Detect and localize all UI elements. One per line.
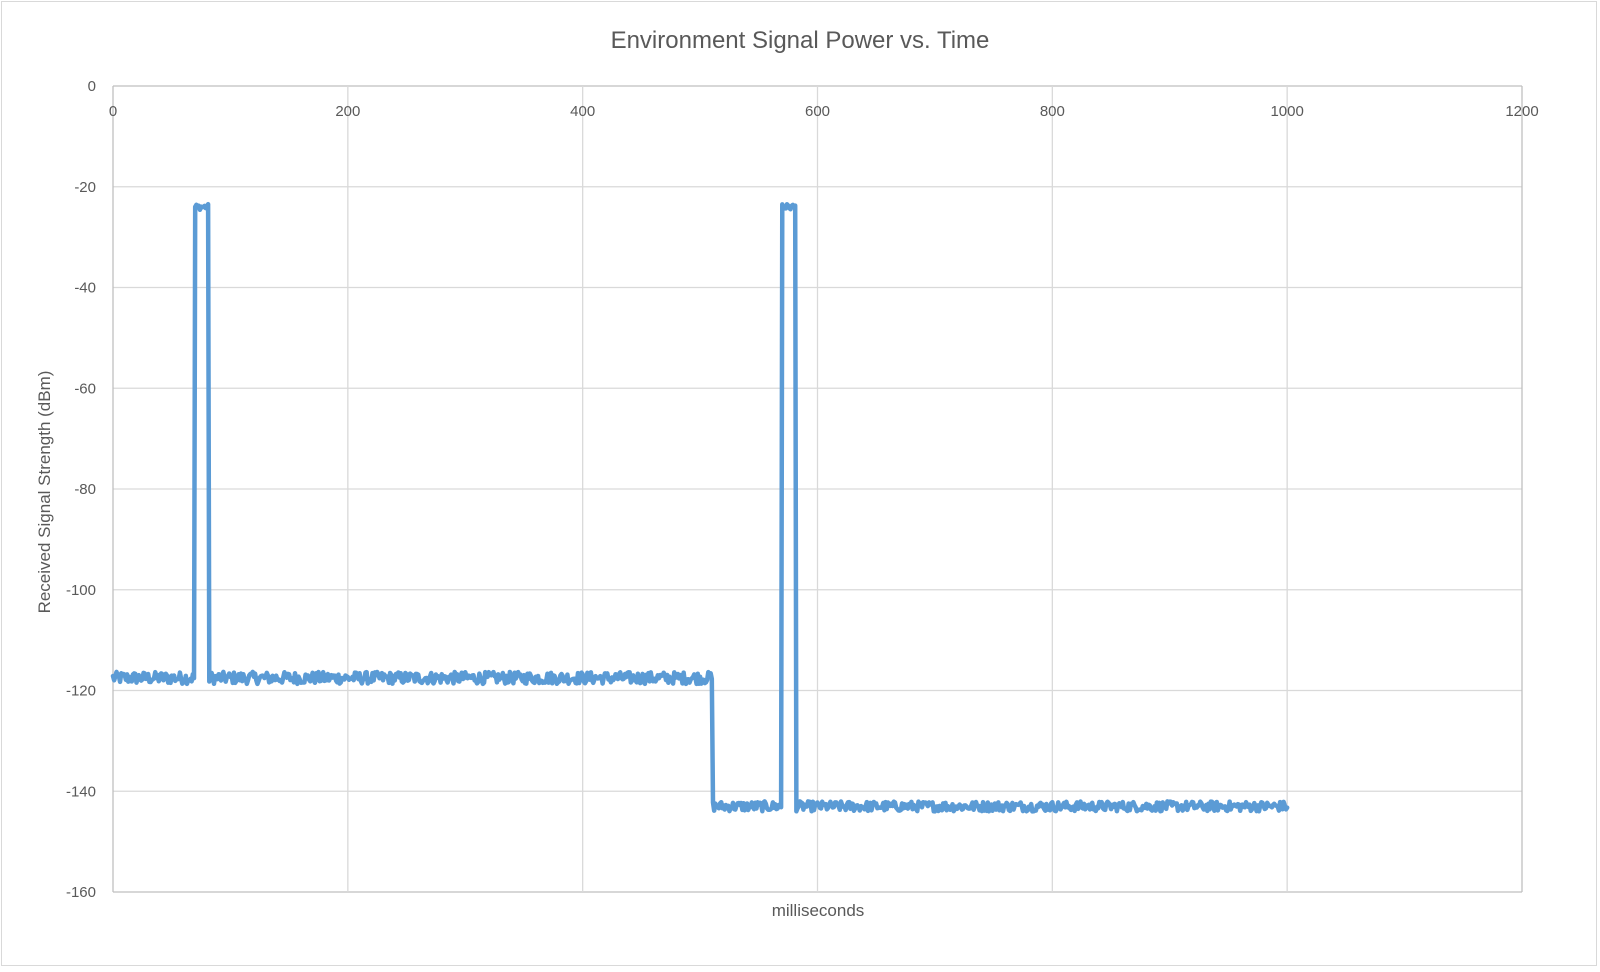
y-tick-label: -160 bbox=[66, 884, 96, 901]
y-tick-label: -80 bbox=[74, 481, 96, 498]
x-tick-label: 800 bbox=[1040, 103, 1065, 120]
x-tick-label: 200 bbox=[335, 103, 360, 120]
y-tick-label: 0 bbox=[88, 78, 96, 95]
chart-title: Environment Signal Power vs. Time bbox=[611, 27, 990, 54]
y-tick-label: -20 bbox=[74, 179, 96, 196]
y-tick-label: -40 bbox=[74, 280, 96, 297]
x-tick-label: 1200 bbox=[1505, 103, 1538, 120]
x-tick-label: 1000 bbox=[1270, 103, 1303, 120]
x-tick-label: 0 bbox=[109, 103, 117, 120]
y-tick-label: -100 bbox=[66, 582, 96, 599]
y-tick-label: -60 bbox=[74, 380, 96, 397]
tick-layer: 0 -20 -40 -60 -80 -100 -120 -140 -160 0 200 400 600 8… bbox=[66, 78, 1539, 901]
y-axis-label: Received Signal Strength (dBm) bbox=[35, 371, 54, 614]
series-line-0 bbox=[110, 201, 1290, 814]
y-tick-label: -140 bbox=[66, 783, 96, 800]
grid-layer bbox=[112, 85, 1523, 893]
x-axis-label: milliseconds bbox=[772, 901, 865, 920]
x-tick-label: 400 bbox=[570, 103, 595, 120]
x-tick-label: 600 bbox=[805, 103, 830, 120]
y-tick-label: -120 bbox=[66, 683, 96, 700]
series-layer bbox=[110, 201, 1290, 814]
